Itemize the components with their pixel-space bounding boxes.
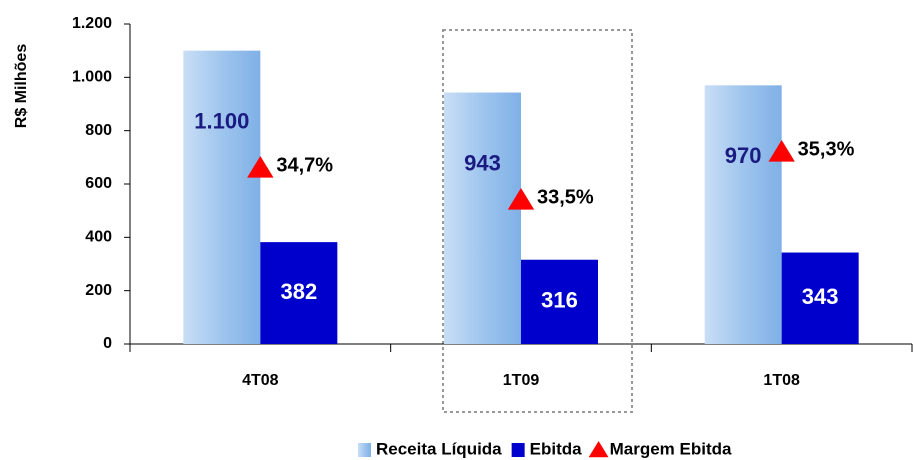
margin-marker <box>507 188 535 210</box>
bar-label: 316 <box>541 288 578 313</box>
y-tick-label: 800 <box>85 122 112 139</box>
bar-label: 943 <box>464 150 501 175</box>
bar <box>704 85 782 344</box>
highlight-box <box>442 29 633 413</box>
bar <box>260 242 338 344</box>
bar-label: 1.100 <box>194 108 249 133</box>
y-tick-label: 400 <box>85 229 112 246</box>
bar <box>444 92 521 345</box>
bar <box>781 252 859 344</box>
bar-label: 343 <box>802 284 839 309</box>
margin-label: 34,7% <box>276 154 333 176</box>
bar-label: 382 <box>280 279 317 304</box>
y-tick-label: 1.000 <box>72 69 112 86</box>
y-tick-label: 200 <box>85 282 112 299</box>
y-axis-label: R$ Milhões <box>13 44 30 129</box>
y-tick-label: 600 <box>85 175 112 192</box>
legend-label: Ebitda <box>530 439 582 458</box>
x-tick-label: 4T08 <box>242 372 279 389</box>
y-tick-label: 1.200 <box>72 15 112 32</box>
y-tick-label: 0 <box>103 335 112 352</box>
bar <box>183 50 261 345</box>
margin-marker <box>247 156 274 178</box>
margin-label: 35,3% <box>798 138 855 160</box>
bar <box>521 259 598 344</box>
legend-marker <box>358 443 371 457</box>
legend-marker <box>511 443 525 457</box>
x-tick-label: 1T09 <box>503 372 540 389</box>
bar-label: 970 <box>725 143 762 168</box>
margin-label: 33,5% <box>537 186 594 208</box>
legend-marker <box>588 441 609 458</box>
legend-label: Receita Líquida <box>376 439 502 458</box>
legend-label: Margem Ebitda <box>610 439 732 458</box>
x-tick-label: 1T08 <box>763 372 800 389</box>
margin-marker <box>768 140 795 162</box>
